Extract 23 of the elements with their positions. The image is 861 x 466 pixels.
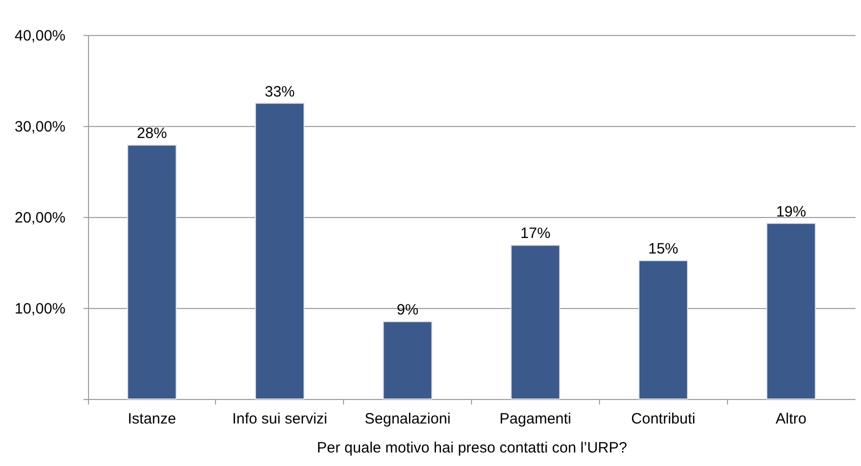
data-label: 9% (396, 302, 418, 319)
data-label: 15% (648, 240, 678, 258)
y-tick-label: 10,00% (14, 300, 66, 318)
data-label: 17% (520, 225, 550, 242)
y-tick-label: 20,00% (14, 210, 66, 226)
y-tick-label: 30,00% (14, 118, 66, 136)
bar (127, 144, 177, 400)
x-tick-label: Contributi (631, 410, 696, 428)
bar (510, 244, 560, 400)
x-axis-title: Per quale motivo hai preso contatti con l’URP? (316, 440, 628, 456)
x-tick-label: Altro (776, 410, 807, 428)
y-tick-label: 40,00% (14, 28, 66, 44)
x-tick-label: Info sui servizi (232, 410, 328, 428)
bar (382, 321, 432, 400)
bar (254, 102, 305, 400)
x-tick-label: Pagamenti (500, 410, 572, 428)
data-label: 28% (136, 125, 167, 142)
bar (766, 222, 816, 400)
data-label: 19% (776, 203, 806, 220)
x-tick-label: Segnalazioni (364, 410, 451, 428)
x-tick-label: Istanze (128, 410, 176, 428)
data-label: 33% (264, 83, 295, 100)
bar (638, 260, 688, 400)
